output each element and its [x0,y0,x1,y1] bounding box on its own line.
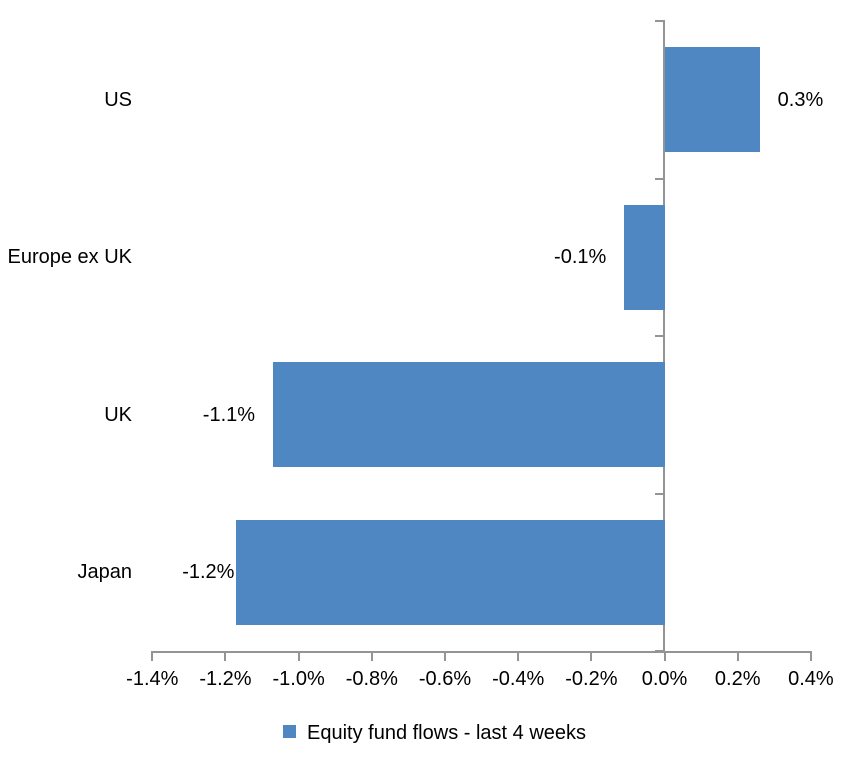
x-axis-tick [444,651,446,661]
x-tick-label: -0.6% [418,668,472,690]
y-axis-tick [655,177,665,180]
x-axis-line [152,651,812,653]
x-axis-tick [736,651,739,661]
x-tick-label: -1.4% [126,668,179,690]
x-tick-label: -1.0% [272,668,325,690]
legend-swatch-icon [283,725,296,738]
category-label-us: US [104,88,132,111]
x-axis-tick [297,651,300,661]
data-label-us: 0.3% [777,88,824,111]
y-axis-tick [655,492,665,495]
bar-europe-ex-uk [624,204,665,310]
x-axis-tick [663,651,666,661]
y-axis-line [663,21,665,653]
x-axis-tick [224,651,227,661]
x-axis-tick [517,651,520,661]
category-label-europe-ex-uk: Europe ex UK [7,246,132,269]
x-axis-tick [370,651,373,661]
x-tick-label: -0.8% [345,668,398,690]
y-axis-tick [655,335,665,337]
y-axis-tick [655,650,665,652]
category-label-uk: UK [104,403,132,426]
x-tick-label: -0.4% [492,668,545,690]
bar-uk [273,362,665,468]
x-tick-label: -1.2% [199,668,252,690]
x-tick-label: 0.2% [714,668,761,690]
x-tick-label: -0.2% [565,668,618,690]
category-label-japan: Japan [77,561,133,584]
data-label-japan: -1.2% [182,561,235,584]
legend-label: Equity fund flows - last 4 weeks [307,722,587,744]
bar-japan [236,519,665,625]
x-axis-tick [590,651,593,661]
data-label-uk: -1.1% [202,403,256,426]
bar-us [664,47,760,153]
y-axis-tick [655,20,665,22]
data-label-europe-ex-uk: -0.1% [554,246,607,269]
x-axis-tick [809,651,812,661]
x-axis-tick [151,651,154,661]
x-tick-label: 0.0% [641,668,688,690]
x-tick-label: 0.4% [788,668,834,690]
